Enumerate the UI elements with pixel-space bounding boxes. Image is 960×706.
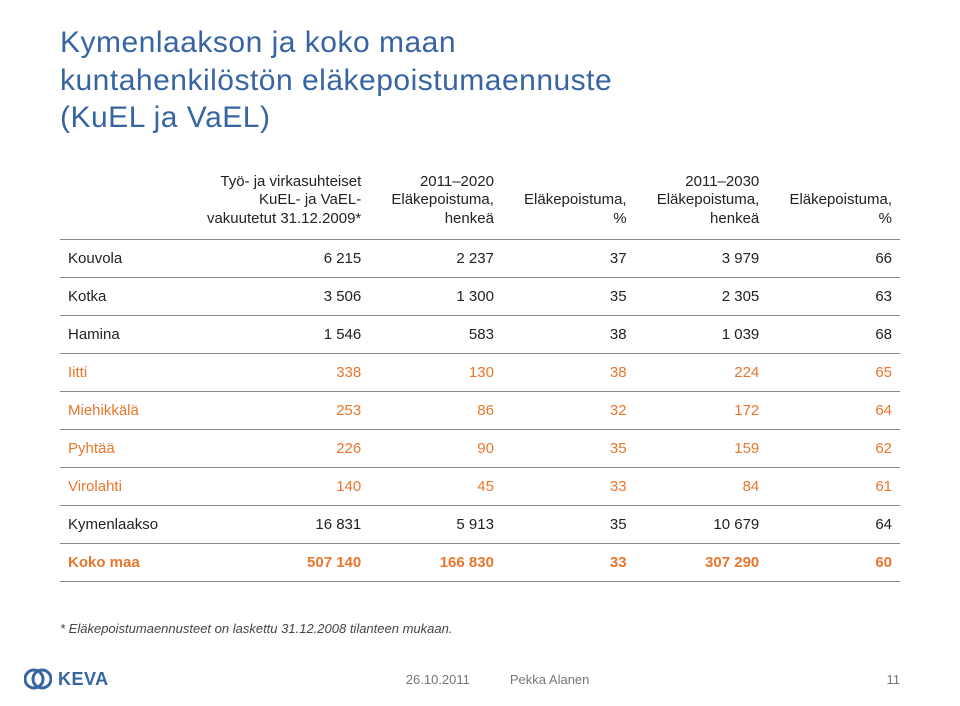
table-cell: 226 [179,429,370,467]
table-cell: 253 [179,391,370,429]
row-label: Hamina [60,315,179,353]
data-table: Työ- ja virkasuhteisetKuEL- ja VaEL-vaku… [60,169,900,582]
slide: Kymenlaakson ja koko maan kuntahenkilöst… [0,0,960,706]
table-cell: 35 [502,277,635,315]
table-cell: 10 679 [635,505,768,543]
table-cell: 38 [502,315,635,353]
row-label: Kouvola [60,239,179,277]
table-cell: 307 290 [635,543,768,581]
table-cell: 172 [635,391,768,429]
title-line-2: kuntahenkilöstön eläkepoistumaennuste [60,64,612,97]
row-label: Miehikkälä [60,391,179,429]
table-cell: 224 [635,353,768,391]
table-header: Eläkepoistuma,% [502,169,635,240]
row-label: Virolahti [60,467,179,505]
table-cell: 68 [767,315,900,353]
table-cell: 1 039 [635,315,768,353]
table-row: Virolahti14045338461 [60,467,900,505]
footer-center: 26.10.2011 Pekka Alanen [109,672,887,687]
row-label: Koko maa [60,543,179,581]
table-row: Kotka3 5061 300352 30563 [60,277,900,315]
table-header: 2011–2030Eläkepoistuma,henkeä [635,169,768,240]
table-cell: 64 [767,505,900,543]
table-cell: 33 [502,543,635,581]
table-cell: 2 305 [635,277,768,315]
table-row: Hamina1 546583381 03968 [60,315,900,353]
table-cell: 63 [767,277,900,315]
table-cell: 159 [635,429,768,467]
table-cell: 90 [369,429,502,467]
table-cell: 86 [369,391,502,429]
table-cell: 3 979 [635,239,768,277]
title-line-3: (KuEL ja VaEL) [60,101,270,134]
table-header: Työ- ja virkasuhteisetKuEL- ja VaEL-vaku… [179,169,370,240]
table-cell: 62 [767,429,900,467]
table-row: Iitti3381303822465 [60,353,900,391]
table-header-label [60,169,179,240]
table-header: 2011–2020Eläkepoistuma,henkeä [369,169,502,240]
table-cell: 2 237 [369,239,502,277]
table-cell: 3 506 [179,277,370,315]
logo: KEVA [24,665,109,693]
table-cell: 16 831 [179,505,370,543]
footer-page-number: 11 [887,672,901,687]
table-cell: 45 [369,467,502,505]
table-cell: 130 [369,353,502,391]
footnote: * Eläkepoistumaennusteet on laskettu 31.… [60,621,452,636]
table-cell: 38 [502,353,635,391]
logo-icon [24,665,52,693]
table-cell: 64 [767,391,900,429]
table-row: Miehikkälä253863217264 [60,391,900,429]
table-header: Eläkepoistuma,% [767,169,900,240]
table-cell: 61 [767,467,900,505]
footer: KEVA 26.10.2011 Pekka Alanen 11 [0,662,960,706]
table-row: Kymenlaakso16 8315 9133510 67964 [60,505,900,543]
table-cell: 140 [179,467,370,505]
table-body: Kouvola6 2152 237373 97966Kotka3 5061 30… [60,239,900,581]
table-row: Koko maa507 140166 83033307 29060 [60,543,900,581]
footer-author: Pekka Alanen [510,672,590,687]
table-cell: 1 546 [179,315,370,353]
table-head: Työ- ja virkasuhteisetKuEL- ja VaEL-vaku… [60,169,900,240]
table-cell: 65 [767,353,900,391]
row-label: Pyhtää [60,429,179,467]
footer-date: 26.10.2011 [406,672,470,687]
table-cell: 1 300 [369,277,502,315]
table-row: Kouvola6 2152 237373 97966 [60,239,900,277]
table-cell: 166 830 [369,543,502,581]
table-cell: 84 [635,467,768,505]
table-cell: 37 [502,239,635,277]
table-row: Pyhtää226903515962 [60,429,900,467]
table-cell: 338 [179,353,370,391]
table-cell: 35 [502,505,635,543]
table-cell: 5 913 [369,505,502,543]
row-label: Iitti [60,353,179,391]
table-cell: 35 [502,429,635,467]
row-label: Kotka [60,277,179,315]
page-title: Kymenlaakson ja koko maan kuntahenkilöst… [60,24,900,137]
table-cell: 60 [767,543,900,581]
row-label: Kymenlaakso [60,505,179,543]
table-cell: 507 140 [179,543,370,581]
logo-text: KEVA [58,669,109,690]
table-cell: 66 [767,239,900,277]
table-cell: 33 [502,467,635,505]
table-cell: 583 [369,315,502,353]
title-line-1: Kymenlaakson ja koko maan [60,26,456,59]
table-cell: 32 [502,391,635,429]
table-cell: 6 215 [179,239,370,277]
